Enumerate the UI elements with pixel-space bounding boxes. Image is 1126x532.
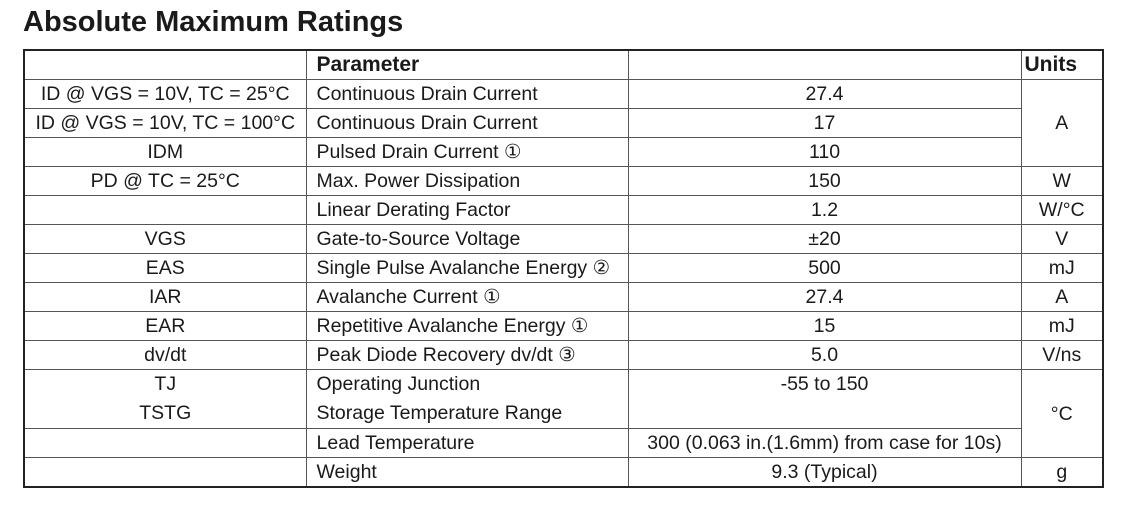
page-title: Absolute Maximum Ratings [23,6,404,38]
value-cell: 300 (0.063 in.(1.6mm) from case for 10s) [627,428,1022,458]
parameter-cell: Continuous Drain Current [305,79,629,109]
header-value [627,49,1022,80]
table-row: IAR Avalanche Current ① 27.4 A [23,282,1104,312]
symbol-cell [23,428,307,458]
parameter-cell: Linear Derating Factor [305,195,629,225]
table-row: PD @ TC = 25°C Max. Power Dissipation 15… [23,166,1104,196]
value-cell: 150 [627,166,1022,196]
unit-cell: W/°C [1020,195,1104,225]
symbol-cell: TJ TSTG [23,369,307,429]
table-row: VGS Gate-to-Source Voltage ±20 V [23,224,1104,254]
symbol-cell: ID @ VGS = 10V, TC = 25°C [23,79,307,109]
symbol-cell [23,457,307,488]
parameter-cell: Operating Junction Storage Temperature R… [305,369,629,429]
symbol-cell: ID @ VGS = 10V, TC = 100°C [23,108,307,138]
parameter-storage-range: Storage Temperature Range [316,402,563,424]
symbol-cell: EAR [23,311,307,341]
parameter-cell: Lead Temperature [305,428,629,458]
symbol-cell: dv/dt [23,340,307,370]
unit-cell: g [1020,457,1104,488]
symbol-cell: VGS [23,224,307,254]
table-row: ID @ VGS = 10V, TC = 100°C Continuous Dr… [23,108,1103,138]
parameter-operating-junction: Operating Junction [316,373,481,395]
table-row: EAS Single Pulse Avalanche Energy ② 500 … [23,253,1104,283]
value-cell: 15 [627,311,1022,341]
header-parameter: Parameter [305,49,629,80]
unit-cell: V/ns [1020,340,1104,370]
unit-cell-temperature: °C [1020,369,1104,458]
parameter-cell: Single Pulse Avalanche Energy ② [305,253,629,283]
value-cell: 110 [627,137,1022,167]
symbol-cell [23,195,307,225]
symbol-cell: PD @ TC = 25°C [23,166,307,196]
symbol-cell: EAS [23,253,307,283]
symbol-tstg: TSTG [139,402,192,424]
unit-cell: mJ [1020,253,1104,283]
symbol-cell: IDM [23,137,307,167]
value-cell: 9.3 (Typical) [627,457,1022,488]
unit-cell: W [1020,166,1104,196]
parameter-cell: Gate-to-Source Voltage [305,224,629,254]
unit-cell: V [1020,224,1104,254]
table-row: IDM Pulsed Drain Current ① 110 [23,137,1103,167]
value-cell: 500 [627,253,1022,283]
unit-cell-current: A [1020,79,1104,167]
parameter-cell: Repetitive Avalanche Energy ① [305,311,629,341]
value-cell: -55 to 150 [627,369,1022,429]
symbol-tj: TJ [154,373,177,395]
header-symbol [23,49,307,80]
table-row: Lead Temperature 300 (0.063 in.(1.6mm) f… [23,428,1103,458]
value-cell: 1.2 [627,195,1022,225]
value-cell: ±20 [627,224,1022,254]
value-cell: 5.0 [627,340,1022,370]
parameter-cell: Pulsed Drain Current ① [305,137,629,167]
ratings-table: Parameter Units ID @ VGS = 10V, TC = 25°… [23,49,1104,488]
parameter-cell: Avalanche Current ① [305,282,629,312]
unit-cell: A [1020,282,1104,312]
table-header-row: Parameter Units [23,49,1104,80]
value-cell: 27.4 [627,282,1022,312]
unit-cell: mJ [1020,311,1104,341]
parameter-cell: Peak Diode Recovery dv/dt ③ [305,340,629,370]
symbol-cell: IAR [23,282,307,312]
table-row: dv/dt Peak Diode Recovery dv/dt ③ 5.0 V/… [23,340,1104,370]
value-cell: 27.4 [627,79,1022,109]
parameter-cell: Continuous Drain Current [305,108,629,138]
table-row: Linear Derating Factor 1.2 W/°C [23,195,1104,225]
table-row: TJ TSTG Operating Junction Storage Tempe… [23,369,1104,458]
parameter-cell: Weight [305,457,629,488]
value-cell: 17 [627,108,1022,138]
table-row: EAR Repetitive Avalanche Energy ① 15 mJ [23,311,1104,341]
header-units: Units [1020,49,1104,80]
table-row: ID @ VGS = 10V, TC = 25°C Continuous Dra… [23,79,1104,167]
table-row: Weight 9.3 (Typical) g [23,457,1104,488]
parameter-cell: Max. Power Dissipation [305,166,629,196]
